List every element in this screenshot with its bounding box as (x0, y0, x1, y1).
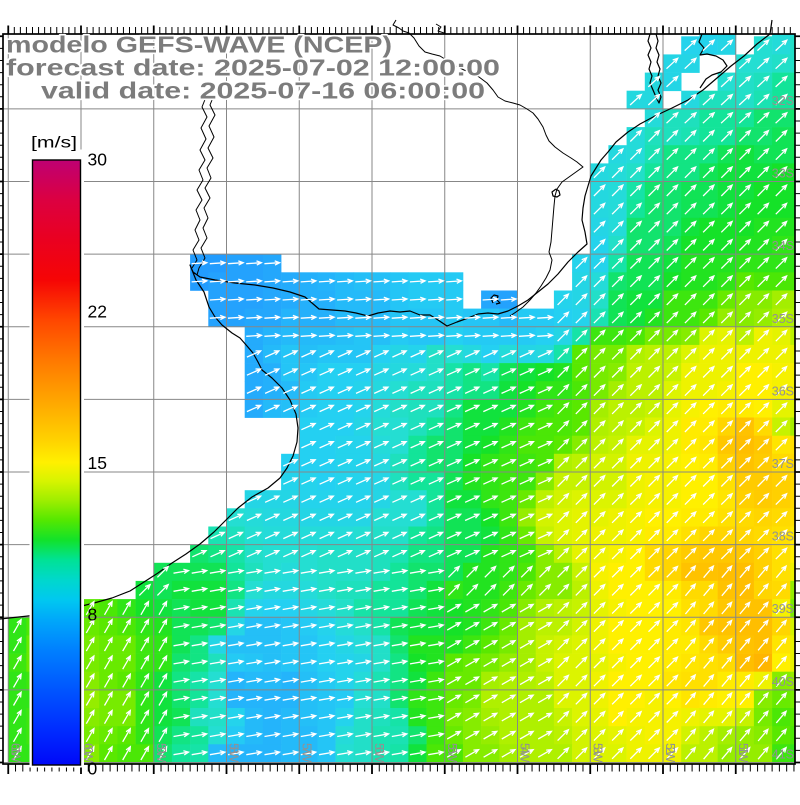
svg-text:15: 15 (88, 453, 107, 473)
svg-text:58W: 58W (227, 743, 241, 763)
svg-text:35S: 35S (772, 312, 794, 326)
svg-text:52W: 52W (663, 743, 677, 763)
svg-text:55W: 55W (445, 743, 459, 763)
svg-text:forecast date: 2025-07-02 12:0: forecast date: 2025-07-02 12:00:00 (6, 55, 500, 81)
svg-text:valid date: 2025-07-16 06:00:0: valid date: 2025-07-16 06:00:00 (41, 78, 485, 104)
svg-text:54W: 54W (518, 743, 532, 763)
svg-text:[m/s]: [m/s] (31, 135, 77, 152)
svg-text:36S: 36S (772, 384, 794, 398)
svg-text:61W: 61W (8, 743, 22, 763)
svg-text:53W: 53W (591, 743, 605, 763)
svg-text:41S: 41S (772, 748, 794, 762)
svg-text:0: 0 (88, 759, 98, 779)
svg-text:22: 22 (88, 302, 107, 322)
svg-text:57W: 57W (299, 743, 313, 763)
svg-text:60W: 60W (81, 743, 95, 763)
svg-text:56W: 56W (372, 743, 386, 763)
svg-text:modelo GEFS-WAVE (NCEP): modelo GEFS-WAVE (NCEP) (6, 32, 392, 58)
svg-text:8: 8 (88, 605, 98, 625)
svg-text:30: 30 (88, 150, 108, 170)
svg-text:37S: 37S (772, 457, 794, 471)
svg-text:59W: 59W (154, 743, 168, 763)
svg-text:40S: 40S (772, 675, 794, 689)
svg-text:32S: 32S (772, 94, 794, 108)
svg-text:33S: 33S (772, 167, 794, 181)
svg-text:34S: 34S (772, 239, 794, 253)
svg-text:39S: 39S (772, 602, 794, 616)
svg-text:38S: 38S (772, 530, 794, 544)
svg-text:51W: 51W (736, 743, 750, 763)
